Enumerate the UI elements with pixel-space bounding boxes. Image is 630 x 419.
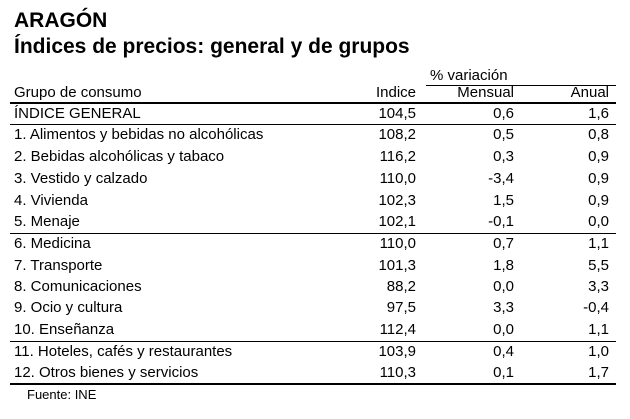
table-row: 12. Otros bienes y servicios 110,3 0,1 1…	[0, 362, 630, 384]
anual-header: Anual	[570, 84, 609, 101]
mensual-value: 0,0	[493, 321, 514, 338]
variation-group-header: % variación	[430, 67, 508, 84]
mensual-value: 1,8	[493, 257, 514, 274]
mensual-value: 0,1	[493, 364, 514, 381]
anual-value: 5,5	[588, 257, 609, 274]
row-rule	[10, 124, 616, 125]
indice-value: 102,3	[378, 192, 416, 209]
mensual-value: 1,5	[493, 192, 514, 209]
group-name: 2. Bebidas alcohólicas y tabaco	[14, 148, 225, 165]
group-name: 4. Vivienda	[14, 192, 88, 209]
table-row: 11. Hoteles, cafés y restaurantes 103,9 …	[0, 341, 630, 363]
anual-value: 1,6	[588, 105, 609, 122]
mensual-value: -0,1	[488, 213, 514, 230]
table-row: 10. Enseñanza 112,4 0,0 1,1	[0, 319, 630, 341]
report-subtitle: Índices de precios: general y de grupos	[14, 35, 410, 58]
indice-value: 110,0	[379, 170, 416, 187]
anual-value: 1,1	[588, 321, 609, 338]
group-name: 11. Hoteles, cafés y restaurantes	[14, 343, 233, 360]
anual-value: 0,9	[588, 148, 609, 165]
anual-value: -0,4	[583, 299, 609, 316]
group-name: 3. Vestido y calzado	[14, 170, 148, 187]
group-name: 8. Comunicaciones	[14, 278, 142, 295]
group-name: 12. Otros bienes y servicios	[14, 364, 199, 381]
source-note: Fuente: INE	[27, 387, 97, 402]
indice-value: 88,2	[386, 278, 416, 295]
mensual-value: 0,4	[493, 343, 514, 360]
table-row: 7. Transporte 101,3 1,8 5,5	[0, 255, 630, 277]
group-name: 6. Medicina	[14, 235, 91, 252]
mensual-value: 0,5	[493, 126, 514, 143]
indice-value: 110,3	[379, 364, 416, 381]
indice-value: 112,4	[379, 321, 416, 338]
table-row: 6. Medicina 110,0 0,7 1,1	[0, 233, 630, 255]
table-row: ÍNDICE GENERAL 104,5 0,6 1,6	[0, 103, 630, 125]
indice-header: Indice	[375, 84, 416, 101]
section-rule	[10, 341, 616, 342]
indice-value: 101,3	[378, 257, 416, 274]
mensual-value: 0,0	[493, 278, 514, 295]
table-row: 1. Alimentos y bebidas no alcohólicas 10…	[0, 124, 630, 146]
table-row: 3. Vestido y calzado 110,0 -3,4 0,9	[0, 168, 630, 190]
mensual-value: -3,4	[488, 170, 514, 187]
table-row: 9. Ocio y cultura 97,5 3,3 -0,4	[0, 297, 630, 319]
group-name: 1. Alimentos y bebidas no alcohólicas	[14, 126, 264, 143]
report-title: ARAGÓN	[14, 9, 108, 32]
group-header: Grupo de consumo	[14, 84, 142, 101]
indice-value: 108,2	[378, 126, 416, 143]
indice-value: 116,2	[379, 148, 416, 165]
anual-value: 3,3	[588, 278, 609, 295]
section-rule	[10, 233, 616, 234]
table-row: 4. Vivienda 102,3 1,5 0,9	[0, 190, 630, 212]
table-row: 2. Bebidas alcohólicas y tabaco 116,2 0,…	[0, 146, 630, 168]
indice-value: 97,5	[386, 299, 416, 316]
anual-value: 1,7	[588, 364, 609, 381]
indice-value: 103,9	[378, 343, 416, 360]
variation-header-rule	[426, 85, 616, 86]
anual-value: 0,0	[588, 213, 609, 230]
anual-value: 1,1	[588, 235, 609, 252]
header-rule	[10, 102, 616, 104]
anual-value: 0,9	[588, 170, 609, 187]
mensual-value: 0,3	[493, 148, 514, 165]
anual-value: 0,9	[588, 192, 609, 209]
anual-value: 1,0	[588, 343, 609, 360]
indice-value: 102,1	[378, 213, 416, 230]
group-name: ÍNDICE GENERAL	[14, 105, 141, 122]
mensual-value: 3,3	[493, 299, 514, 316]
mensual-value: 0,7	[493, 235, 514, 252]
anual-value: 0,8	[588, 126, 609, 143]
group-name: 9. Ocio y cultura	[14, 299, 123, 316]
table-bottom-rule	[10, 383, 616, 385]
indice-value: 110,0	[379, 235, 416, 252]
table-row: 8. Comunicaciones 88,2 0,0 3,3	[0, 276, 630, 298]
indice-value: 104,5	[378, 105, 416, 122]
group-name: 7. Transporte	[14, 257, 103, 274]
mensual-value: 0,6	[493, 105, 514, 122]
group-name: 5. Menaje	[14, 213, 80, 230]
group-name: 10. Enseñanza	[14, 321, 115, 338]
mensual-header: Mensual	[457, 84, 514, 101]
table-row: 5. Menaje 102,1 -0,1 0,0	[0, 211, 630, 233]
